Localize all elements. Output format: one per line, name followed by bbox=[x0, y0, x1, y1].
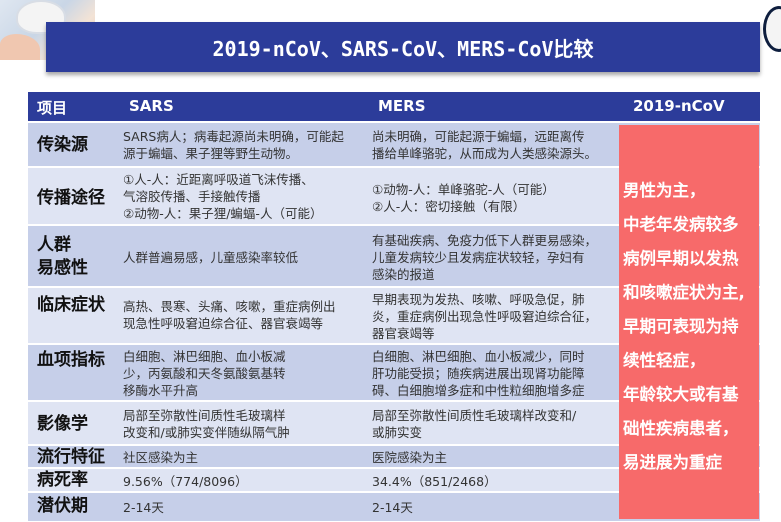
sars-line: 少，丙氨酸和天冬氨酸氨基转 bbox=[123, 366, 286, 381]
mers-cell: 白细胞、淋巴细胞、血小板减少，同时 肝功能受损；随疾病进展出现肾功能障 碍、白细… bbox=[372, 348, 622, 399]
sars-line: 改变和/或肺实变伴随纵隔气肿 bbox=[123, 425, 290, 440]
mers-cell: 有基础疾病、免疫力低下人群更易感染， 儿童发病较少且发病症状较轻，孕妇有 感染的… bbox=[372, 232, 622, 283]
title-bar: 2019-nCoV、SARS-CoV、MERS-CoV比较 bbox=[46, 22, 760, 72]
sars-line: SARS病人；病毒起源尚未明确，可能起 bbox=[123, 129, 344, 144]
sars-line: 白细胞、淋巴细胞、血小板减 bbox=[123, 349, 286, 364]
mers-cell: 尚未明确，可能起源于蝙蝠，远距离传 播给单峰骆驼，从而成为人类感染源头。 bbox=[372, 128, 622, 162]
table-row: 病死率 9.56%（774/8096） 34.4%（851/2468） bbox=[28, 467, 760, 493]
mers-line: 炎，重症病例出现急性呼吸窘迫综合征， bbox=[372, 309, 598, 324]
header-item: 项目 bbox=[37, 99, 68, 117]
table-row: 影像学 局部至弥散性间质性毛玻璃样 改变和/或肺实变伴随纵隔气肿 局部至弥散性间… bbox=[28, 400, 760, 446]
mers-line: 儿童发病较少且发病症状较轻，孕妇有 bbox=[372, 250, 585, 265]
row-category: 临床症状 bbox=[37, 295, 105, 315]
row-category: 血项指标 bbox=[37, 350, 105, 370]
row-category: 人群 易感性 bbox=[37, 234, 88, 280]
sars-cell: 社区感染为主 bbox=[123, 450, 199, 465]
sars-cell: 高热、畏寒、头痛、咳嗽，重症病例出 现急性呼吸窘迫综合征、器官衰竭等 bbox=[123, 298, 373, 332]
sars-line: 源于蝙蝠、果子狸等野生动物。 bbox=[123, 146, 299, 161]
sars-line: 局部至弥散性间质性毛玻璃样 bbox=[123, 408, 286, 423]
table-header: 项目 SARS MERS 2019-nCoV bbox=[28, 92, 760, 121]
mers-line: 肝功能受损；随疾病进展出现肾功能障 bbox=[372, 366, 585, 381]
mers-line: 早期表现为发热、咳嗽、呼吸急促，肺 bbox=[372, 292, 585, 307]
row-category: 传播途径 bbox=[37, 188, 105, 208]
sars-line: ①人-人：近距离呼吸道飞沫传播、 bbox=[123, 172, 314, 187]
row-category: 潜伏期 bbox=[37, 496, 88, 516]
sars-cell: SARS病人；病毒起源尚未明确，可能起 源于蝙蝠、果子狸等野生动物。 bbox=[123, 128, 373, 162]
sars-cell: 白细胞、淋巴细胞、血小板减 少，丙氨酸和天冬氨酸氨基转 移酶水平升高 bbox=[123, 348, 373, 399]
sars-cell: 人群普遍易感，儿童感染率较低 bbox=[123, 249, 373, 266]
sars-line: 高热、畏寒、头痛、咳嗽，重症病例出 bbox=[123, 299, 336, 314]
mers-line: 白细胞、淋巴细胞、血小板减少，同时 bbox=[372, 349, 585, 364]
sars-line: 移酶水平升高 bbox=[123, 383, 199, 398]
corner-decoration bbox=[763, 6, 781, 52]
hand-shape bbox=[0, 34, 40, 60]
row-category: 流行特征 bbox=[37, 447, 105, 467]
sars-line: 现急性呼吸窘迫综合征、器官衰竭等 bbox=[123, 316, 324, 331]
sars-cell: 局部至弥散性间质性毛玻璃样 改变和/或肺实变伴随纵隔气肿 bbox=[123, 407, 373, 441]
mers-cell: 早期表现为发热、咳嗽、呼吸急促，肺 炎，重症病例出现急性呼吸窘迫综合征， 器官衰… bbox=[372, 291, 622, 342]
category-line: 人群 bbox=[37, 235, 71, 255]
table-row: 临床症状 高热、畏寒、头痛、咳嗽，重症病例出 现急性呼吸窘迫综合征、器官衰竭等 … bbox=[28, 286, 760, 345]
sars-cell: 9.56%（774/8096） bbox=[123, 474, 248, 489]
table-row: 传播途径 ①人-人：近距离呼吸道飞沫传播、 气溶胶传播、手接触传播 ②动物-人：… bbox=[28, 166, 760, 226]
ncov-summary-line: 续性轻症， bbox=[623, 351, 706, 370]
sars-line: 人群普遍易感，儿童感染率较低 bbox=[123, 250, 299, 265]
sars-line: 气溶胶传播、手接触传播 bbox=[123, 189, 261, 204]
ncov-summary-box: 男性为主， 中老年发病较多 病例早期以发热 和咳嗽症状为主, 早期可表现为持 续… bbox=[619, 125, 759, 519]
page-title: 2019-nCoV、SARS-CoV、MERS-CoV比较 bbox=[212, 37, 594, 61]
mers-line: 局部至弥散性间质性毛玻璃样改变和/ bbox=[372, 408, 577, 423]
ncov-summary-line: 和咳嗽症状为主, bbox=[623, 283, 745, 302]
mers-line: 播给单峰骆驼，从而成为人类感染源头。 bbox=[372, 146, 598, 161]
mers-line: ②人-人：密切接触（有限） bbox=[372, 199, 526, 214]
category-line: 易感性 bbox=[37, 258, 88, 278]
ncov-summary-line: 础性疾病患者， bbox=[623, 419, 739, 438]
mers-cell: 医院感染为主 bbox=[372, 450, 448, 465]
ncov-summary-line: 中老年发病较多 bbox=[623, 215, 739, 234]
mers-cell: 2-14天 bbox=[372, 500, 413, 515]
header-sars: SARS bbox=[129, 97, 174, 115]
mers-line: 碍、白细胞增多症和中性粒细胞增多症 bbox=[372, 383, 585, 398]
mers-cell: 34.4%（851/2468） bbox=[372, 474, 497, 489]
mers-cell: 局部至弥散性间质性毛玻璃样改变和/ 或肺实变 bbox=[372, 407, 622, 441]
sars-cell: 2-14天 bbox=[123, 500, 164, 515]
ncov-summary-line: 易进展为重症 bbox=[623, 453, 722, 472]
header-ncov: 2019-nCoV bbox=[633, 97, 725, 115]
ncov-summary-line: 年龄较大或有基 bbox=[623, 385, 739, 404]
mers-line: 有基础疾病、免疫力低下人群更易感染， bbox=[372, 233, 598, 248]
mers-cell: ①动物-人：单峰骆驼-人（可能） ②人-人：密切接触（有限） bbox=[372, 181, 622, 215]
header-mers: MERS bbox=[378, 97, 426, 115]
row-category: 病死率 bbox=[37, 470, 88, 490]
ncov-summary-line: 病例早期以发热 bbox=[623, 249, 739, 268]
mers-line: 器官衰竭等 bbox=[372, 326, 435, 341]
mers-line: 或肺实变 bbox=[372, 425, 423, 440]
mers-line: 尚未明确，可能起源于蝙蝠，远距离传 bbox=[372, 129, 585, 144]
row-category: 影像学 bbox=[37, 414, 88, 434]
sars-line: ②动物-人：果子狸/蝙蝠-人（可能） bbox=[123, 206, 323, 221]
mers-line: 感染的报道 bbox=[372, 267, 435, 282]
ncov-summary-line: 男性为主， bbox=[623, 181, 706, 200]
mers-line: ①动物-人：单峰骆驼-人（可能） bbox=[372, 182, 555, 197]
ncov-summary-line: 早期可表现为持 bbox=[623, 317, 739, 336]
row-category: 传染源 bbox=[37, 135, 88, 155]
sars-cell: ①人-人：近距离呼吸道飞沫传播、 气溶胶传播、手接触传播 ②动物-人：果子狸/蝙… bbox=[123, 171, 373, 222]
